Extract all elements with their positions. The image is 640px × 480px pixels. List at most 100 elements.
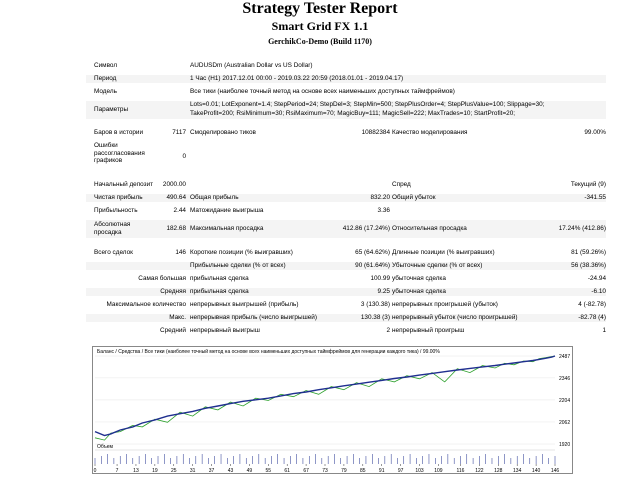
value-max-profit-run: 130.38 (3) — [360, 314, 390, 321]
label-trades: Всего сделок — [94, 249, 133, 256]
label-period: Период — [94, 75, 117, 82]
row-period: Период 1 Час (H1) 2017.12.01 00:00 - 201… — [86, 75, 606, 83]
value-trades: 146 — [175, 249, 186, 256]
x-tick-label: 49 — [247, 468, 253, 474]
x-tick-label: 73 — [322, 468, 328, 474]
x-tick-label: 122 — [475, 468, 484, 474]
label-average: Средняя — [160, 288, 186, 295]
y-tick-label: 2346 — [559, 376, 570, 382]
row-bars: Баров в истории 7117 Смоделировано тиков… — [86, 129, 606, 137]
balance-chart-svg: Баланс / Средства / Все тики (наиболее т… — [92, 346, 573, 474]
label-long: Длинные позиции (% выигравших) — [392, 249, 495, 256]
x-tick-label: 85 — [360, 468, 366, 474]
value-model: Все тики (наиболее точный метод на основ… — [190, 88, 455, 95]
label-short: Короткие позиции (% выигравших) — [190, 249, 293, 256]
label-avg-losses: непрерывный проигрыш — [392, 327, 465, 334]
row-symbol: Символ AUDUSDm (Australian Dollar vs US … — [86, 62, 606, 70]
value-errors: 0 — [182, 153, 186, 160]
label-gross-profit: Общая прибыль — [190, 194, 239, 201]
value-spread: Текущий (9) — [570, 181, 606, 188]
report-table: Символ AUDUSDm (Australian Dollar vs US … — [86, 56, 606, 346]
label-max-dd: Максимальная просадка — [190, 225, 264, 232]
row-errors: Ошибки рассогласования графиков 0 — [86, 142, 606, 172]
label-spread: Спред — [392, 181, 411, 188]
value-quality: 99.00% — [584, 129, 606, 136]
x-tick-label: 146 — [551, 468, 560, 474]
row-drawdown: Абсолютная просадка 182.68 Максимальная … — [86, 220, 606, 238]
label-profit-factor: Прибыльность — [94, 207, 138, 214]
balance-chart: Баланс / Средства / Все тики (наиболее т… — [92, 346, 573, 474]
report-title: Strategy Tester Report — [242, 0, 398, 17]
value-ticks: 10882384 — [361, 129, 390, 136]
label-gross-loss: Общий убыток — [392, 194, 436, 201]
y-tick-label: 2204 — [559, 398, 570, 404]
server-build: GerchikCo-Demo (Build 1170) — [268, 37, 372, 46]
value-gross-profit: 832.20 — [370, 194, 390, 201]
value-expected-payoff: 3.36 — [377, 207, 390, 214]
row-average: Средняя прибыльная сделка 9.25 убыточная… — [86, 288, 606, 296]
label-max-losses: непрерывных проигрышей (убыток) — [392, 301, 498, 308]
value-profit-factor: 2.44 — [173, 207, 186, 214]
value-loss-trades: 56 (38.36%) — [571, 262, 606, 269]
x-tick-label: 97 — [398, 468, 404, 474]
row-trades: Всего сделок 146 Короткие позиции (% выи… — [86, 249, 606, 257]
value-abs-dd: 182.68 — [166, 225, 186, 232]
x-tick-label: 109 — [434, 468, 443, 474]
row-model: Модель Все тики (наиболее точный метод н… — [86, 88, 606, 96]
chart-legend: Баланс / Средства / Все тики (наиболее т… — [97, 348, 440, 355]
row-deposit: Начальный депозит 2000.00 Спред Текущий … — [86, 181, 606, 189]
x-tick-label: 31 — [190, 468, 196, 474]
label-largest: Самая большая — [138, 275, 186, 282]
row-net: Чистая прибыль 490.64 Общая прибыль 832.… — [86, 194, 606, 202]
label-max-wins: непрерывных выигрышей (прибыль) — [190, 301, 299, 308]
label-max-profit-run: непрерывная прибыль (число выигрышей) — [190, 314, 317, 321]
row-profit-factor: Прибыльность 2.44 Матожидание выигрыша 3… — [86, 207, 606, 215]
value-average-loss: -6.10 — [591, 288, 606, 295]
value-max-wins: 3 (130.38) — [360, 301, 390, 308]
label-deposit: Начальный депозит — [94, 181, 154, 188]
expert-name: Smart Grid FX 1.1 — [271, 19, 369, 33]
value-largest-profit: 100.99 — [370, 275, 390, 282]
label-max-sum: Макс. — [169, 314, 186, 321]
label-largest-loss: убыточная сделка — [392, 275, 446, 282]
y-tick-label: 2487 — [559, 354, 570, 360]
value-gross-loss: -341.55 — [584, 194, 606, 201]
label-bars: Баров в истории — [94, 129, 144, 136]
value-period: 1 Час (H1) 2017.12.01 00:00 - 2019.03.22… — [190, 75, 404, 82]
x-tick-label: 91 — [379, 468, 385, 474]
x-tick-label: 103 — [415, 468, 424, 474]
label-loss-trades: Убыточные сделки (% от всех) — [392, 262, 483, 269]
value-average-profit: 9.25 — [377, 288, 390, 295]
balance-line — [94, 355, 556, 437]
x-tick-label: 37 — [209, 468, 215, 474]
label-expected-payoff: Матожидание выигрыша — [190, 207, 264, 214]
x-tick-label: 55 — [266, 468, 272, 474]
label-average-loss: убыточная сделка — [392, 288, 446, 295]
x-tick-label: 7 — [116, 468, 119, 474]
x-tick-label: 67 — [303, 468, 309, 474]
label-largest-profit: прибыльная сделка — [190, 275, 249, 282]
x-tick-label: 43 — [228, 468, 234, 474]
row-params: Параметры Lots=0.01; LotExponent=1.4; St… — [86, 101, 606, 119]
row-largest: Самая большая прибыльная сделка 100.99 у… — [86, 275, 606, 283]
value-avg-losses: 1 — [602, 327, 606, 334]
value-long: 81 (59.26%) — [571, 249, 606, 256]
value-symbol: AUDUSDm (Australian Dollar vs US Dollar) — [190, 62, 313, 69]
value-short: 65 (64.62%) — [355, 249, 390, 256]
value-rel-dd: 17.24% (412.86) — [558, 225, 606, 232]
value-avg-wins: 2 — [386, 327, 390, 334]
label-errors: Ошибки рассогласования графиков — [94, 142, 145, 164]
label-symbol: Символ — [94, 62, 118, 69]
label-net: Чистая прибыль — [94, 194, 143, 201]
value-max-losses: 4 (-82.78) — [578, 301, 606, 308]
volume-label: Объем — [97, 444, 113, 450]
value-net: 490.64 — [166, 194, 186, 201]
label-profit-trades: Прибыльные сделки (% от всех) — [190, 262, 286, 269]
x-tick-label: 19 — [152, 468, 158, 474]
x-tick-label: 116 — [456, 468, 464, 474]
value-params-1: Lots=0.01; LotExponent=1.4; StepPeriod=2… — [190, 101, 545, 108]
value-profit-trades: 90 (61.64%) — [355, 262, 390, 269]
x-tick-label: 13 — [133, 468, 139, 474]
label-max-count: Максимальное количество — [106, 301, 186, 308]
value-max-dd: 412.86 (17.24%) — [342, 225, 390, 232]
